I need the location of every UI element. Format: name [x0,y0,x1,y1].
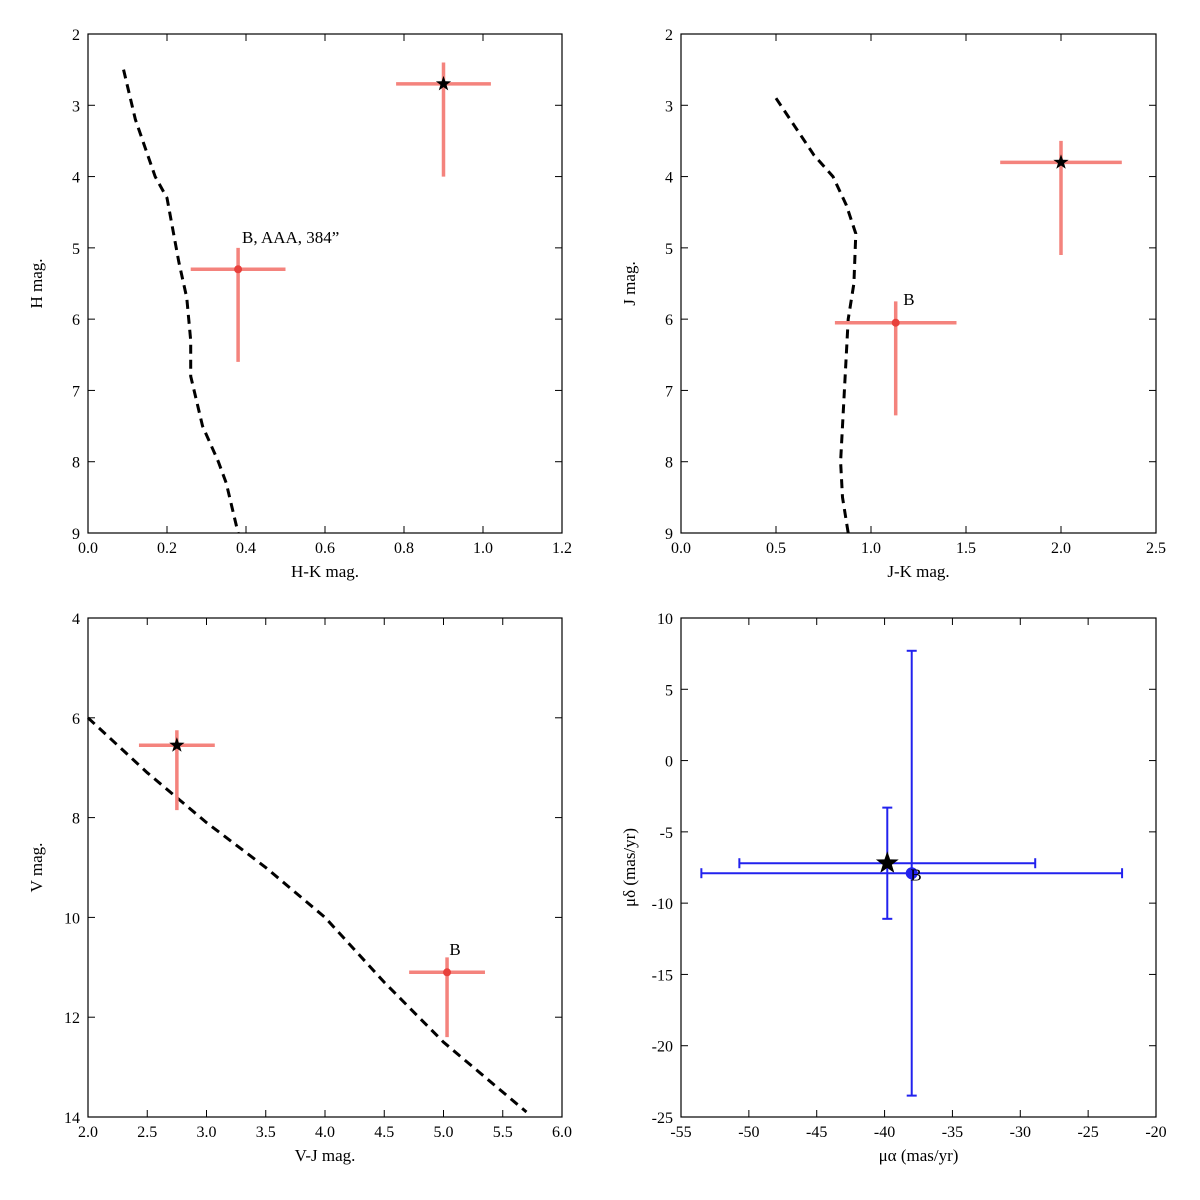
star-marker [169,737,185,752]
y-tick-label: -25 [652,1110,673,1127]
y-axis-label: J mag. [620,261,639,305]
y-tick-label: 9 [72,526,80,543]
x-axis-label: μα (mas/yr) [879,1146,959,1165]
y-tick-label: 2 [665,27,673,44]
x-axis-label: J-K mag. [887,562,949,581]
x-tick-label: 0.0 [671,540,691,557]
subplot: 2.0 2.5 3.0 3.5 4.0 4.5 5.0 5.5 6.0 4 6 8 10 12 14 V-J … [27,611,572,1165]
y-axis-label: H mag. [27,258,46,308]
x-tick-label: 3.0 [197,1124,217,1141]
x-tick-label: -45 [806,1124,827,1141]
y-tick-label: 9 [665,526,673,543]
x-tick-label: 6.0 [552,1124,572,1141]
star-marker [1053,154,1069,169]
x-tick-label: 2.0 [1051,540,1071,557]
subplot: 0.0 0.5 1.0 1.5 2.0 2.5 2 3 4 5 6 7 8 9 J-K mag. J mag.… [620,27,1166,581]
x-tick-label: 0.2 [157,540,177,557]
x-tick-label: 4.5 [374,1124,394,1141]
subplot: -55 -50 -45 -40 -35 -30 -25 -20-25-20-15-10-505… [620,611,1167,1165]
y-tick-label: 7 [72,383,80,400]
y-tick-label: 8 [72,811,80,828]
point-marker [891,318,900,327]
x-tick-label: 1.2 [552,540,572,557]
y-tick-label: 12 [64,1010,80,1027]
y-tick-label: -20 [652,1039,673,1056]
y-tick-label: -10 [652,896,673,913]
y-tick-label: -5 [660,825,673,842]
x-tick-label: 1.0 [473,540,493,557]
y-tick-label: 0 [665,754,673,771]
y-tick-label: 8 [72,455,80,472]
x-tick-label: -25 [1077,1124,1098,1141]
y-tick-label: 7 [665,383,673,400]
x-tick-label: 1.0 [861,540,881,557]
x-tick-label: -55 [670,1124,691,1141]
y-tick-label: 4 [72,170,80,187]
y-tick-label: 10 [64,910,80,927]
plot-area [680,617,1157,1118]
x-axis-label: H-K mag. [291,562,359,581]
x-tick-label: 5.0 [434,1124,454,1141]
point-marker [443,968,452,977]
y-tick-label: 10 [657,611,673,628]
star-marker [435,75,452,91]
x-tick-label: -50 [738,1124,759,1141]
point-marker [234,265,243,274]
x-tick-label: 0.8 [394,540,414,557]
plot-area [87,617,563,1118]
y-tick-label: 6 [72,312,80,329]
point-marker [905,867,918,880]
x-tick-label: 0.5 [766,540,786,557]
x-tick-label: 4.0 [315,1124,335,1141]
x-tick-label: -35 [942,1124,963,1141]
star-marker [875,851,899,873]
x-tick-label: -40 [874,1124,895,1141]
y-tick-label: 3 [72,98,80,115]
x-tick-label: 0.4 [236,540,256,557]
plot-area [87,33,563,534]
x-tick-label: 1.5 [956,540,976,557]
x-tick-label: 5.5 [493,1124,513,1141]
y-tick-label: 5 [72,241,80,258]
x-tick-label: 2.5 [1146,540,1166,557]
annotation: B [903,290,914,309]
dashed-line [86,716,528,1114]
y-tick-label: 6 [665,312,673,329]
annotation: B [449,940,460,959]
x-tick-label: -20 [1145,1124,1166,1141]
annotation: B, AAA, 384” [242,228,339,247]
subplot: 0.0 0.2 0.4 0.6 0.8 1.0 1.2 2 3 4 5 6 7 8 9 H-K mag. H m… [27,27,572,581]
x-tick-label: -30 [1010,1124,1031,1141]
x-tick-label: 0.0 [78,540,98,557]
x-tick-label: 2.5 [137,1124,157,1141]
dashed-line [774,97,858,534]
y-tick-label: 5 [665,241,673,258]
y-tick-label: 4 [72,611,80,628]
y-tick-label: 5 [665,682,673,699]
dashed-line [122,69,240,534]
y-axis-label: V mag. [27,843,46,893]
y-tick-label: 8 [665,455,673,472]
plot-area [680,33,1157,534]
annotation: B [910,865,921,884]
y-axis-label: μδ (mas/yr) [620,828,639,907]
x-tick-label: 2.0 [78,1124,98,1141]
x-tick-label: 0.6 [315,540,335,557]
y-tick-label: 4 [665,170,673,187]
x-axis-label: V-J mag. [295,1146,356,1165]
y-tick-label: 14 [64,1110,80,1127]
y-tick-label: 2 [72,27,80,44]
y-tick-label: -15 [652,967,673,984]
x-tick-label: 3.5 [256,1124,276,1141]
y-tick-label: 6 [72,711,80,728]
y-tick-label: 3 [665,98,673,115]
